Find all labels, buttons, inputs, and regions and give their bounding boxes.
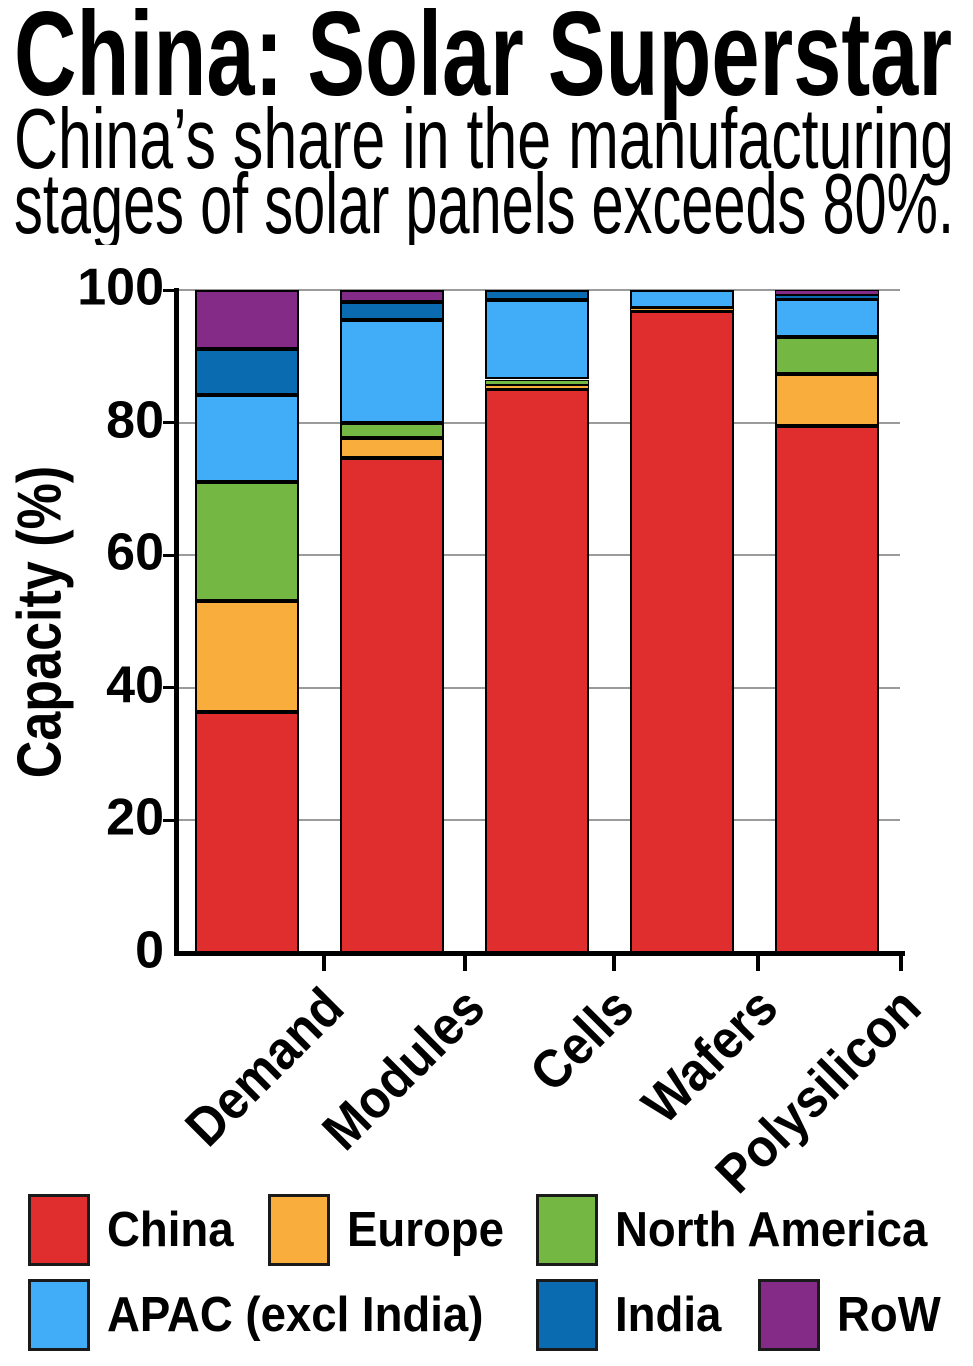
subtitle-line-1: China’s share in the manufacturing [14, 100, 954, 187]
y-tick-label: 0 [135, 921, 164, 980]
y-axis-tick [163, 818, 175, 822]
legend-swatch [28, 1194, 90, 1266]
bar-segment [340, 437, 444, 458]
x-axis-tick [756, 956, 760, 971]
bar-segment [775, 295, 879, 299]
bar-segment [775, 298, 879, 338]
bar-segment [195, 394, 299, 482]
y-axis-spine [174, 288, 179, 956]
legend-item: APAC (excl India) [28, 1279, 512, 1351]
legend-item: RoW [758, 1279, 949, 1351]
bar-segment [195, 349, 299, 395]
bar-segment [340, 457, 444, 953]
bar-segment [195, 711, 299, 953]
chart-subtitle-svg: China’s share in the manufacturing stage… [14, 100, 954, 245]
legend-swatch [268, 1194, 330, 1266]
legend-item: North America [536, 1194, 951, 1266]
legend-label: China [107, 1203, 234, 1257]
bar-segment [775, 290, 879, 296]
bar-segment [630, 290, 734, 308]
chart-title-svg: China: Solar Superstar [14, 0, 952, 121]
y-axis-tick [163, 686, 175, 690]
bar-segment [485, 389, 589, 953]
legend-label: Europe [347, 1203, 504, 1257]
bar-segment [630, 307, 734, 311]
legend-label: India [615, 1288, 722, 1342]
x-axis-tick [612, 956, 616, 971]
bar-segment [485, 384, 589, 390]
y-tick-label: 100 [77, 258, 164, 317]
bar-segment [195, 600, 299, 712]
y-axis-tick [163, 421, 175, 425]
y-axis-tick [163, 553, 175, 557]
bar-segment [485, 379, 589, 385]
y-tick-label: 20 [106, 788, 164, 847]
bar-segment [775, 374, 879, 426]
legend-item: China [28, 1194, 243, 1266]
legend-swatch [28, 1279, 90, 1351]
legend-label: North America [615, 1203, 928, 1257]
y-tick-label: 60 [106, 523, 164, 582]
x-axis-tick [322, 956, 326, 971]
x-axis-tick [463, 956, 467, 971]
legend-label: RoW [837, 1288, 941, 1342]
bar-segment [340, 290, 444, 302]
bar-segment [195, 290, 299, 349]
y-tick-label: 40 [106, 656, 164, 715]
bar-segment [485, 299, 589, 380]
y-axis-tick [163, 288, 175, 292]
bar-segment [485, 290, 589, 300]
legend-swatch [758, 1279, 820, 1351]
bar-segment [340, 319, 444, 424]
legend-item: India [536, 1279, 729, 1351]
x-axis-spine [174, 951, 905, 956]
legend-label: APAC (excl India) [107, 1288, 484, 1342]
y-tick-label: 80 [106, 391, 164, 450]
bar-segment [340, 423, 444, 438]
x-axis-tick [899, 956, 903, 971]
legend-swatch [536, 1194, 598, 1266]
bar-segment [775, 425, 879, 953]
page-title: China: Solar Superstar [14, 0, 952, 121]
subtitle-line-2: stages of solar panels exceeds 80%. [14, 157, 954, 245]
bar-segment [775, 337, 879, 375]
bar-segment [340, 301, 444, 320]
bar-segment [630, 310, 734, 953]
legend-item: Europe [268, 1194, 516, 1266]
bar-segment [195, 481, 299, 601]
legend-swatch [536, 1279, 598, 1351]
